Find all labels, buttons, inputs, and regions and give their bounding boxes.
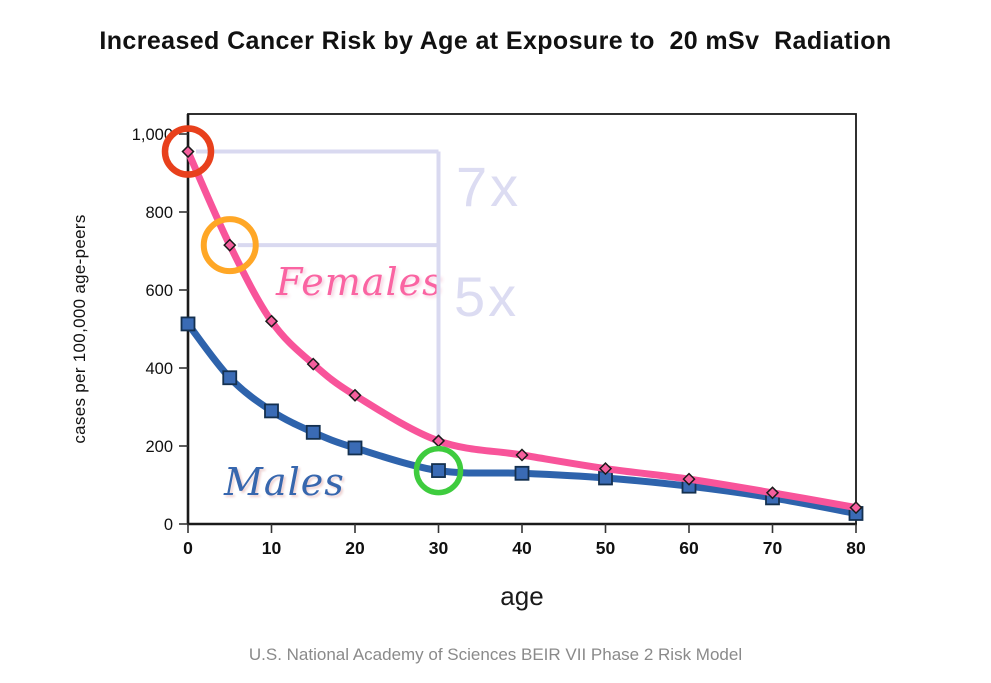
y-tick-label: 400: [145, 360, 173, 378]
x-tick-label: 30: [429, 538, 449, 558]
x-tick-label: 10: [262, 538, 282, 558]
females-series-label: Females: [276, 260, 443, 304]
source-attribution: U.S. National Academy of Sciences BEIR V…: [248, 645, 743, 664]
males-marker: [264, 403, 279, 419]
males-series-label: Males: [224, 460, 345, 504]
chart-title: Increased Cancer Risk by Age at Exposure…: [99, 27, 892, 55]
x-tick-label: 40: [512, 538, 532, 558]
x-tick-label: 20: [345, 538, 365, 558]
females-marker: [348, 388, 362, 402]
x-tick-label: 80: [846, 538, 866, 558]
highlight-circle-males-age-30: [413, 445, 464, 496]
females-marker: [682, 472, 696, 486]
females-marker: [181, 144, 195, 159]
y-tick-label: 200: [145, 438, 173, 456]
males-marker: [431, 463, 446, 478]
highlight-circle-females-age-5: [200, 216, 259, 275]
y-tick-label: 800: [145, 204, 173, 222]
x-axis-label: age: [500, 581, 544, 611]
males-marker: [305, 424, 321, 440]
x-tick-label: 0: [183, 538, 193, 558]
y-tick-label: 1,000: [132, 126, 173, 144]
females-marker: [849, 501, 863, 515]
males-marker: [347, 440, 363, 456]
y-tick-label: 600: [145, 282, 173, 300]
ratio-annotation-5x: 5x: [454, 265, 520, 328]
males-line: [184, 320, 860, 517]
females-marker: [223, 238, 237, 252]
ratio-annotation-7x: 7x: [456, 155, 522, 218]
males-marker: [222, 370, 238, 386]
x-tick-label: 70: [763, 538, 783, 558]
females-marker: [306, 357, 320, 371]
females-marker: [264, 314, 279, 328]
x-tick-label: 50: [596, 538, 616, 558]
males-marker: [180, 316, 196, 332]
highlight-circle-females-age-0: [161, 125, 215, 178]
females-marker: [765, 486, 780, 500]
females-marker: [515, 448, 529, 462]
males-marker: [514, 465, 530, 481]
females-marker: [598, 462, 613, 476]
plot-frame: [187, 113, 857, 525]
y-tick-label: 0: [164, 516, 173, 534]
x-tick-label: 60: [679, 538, 699, 558]
